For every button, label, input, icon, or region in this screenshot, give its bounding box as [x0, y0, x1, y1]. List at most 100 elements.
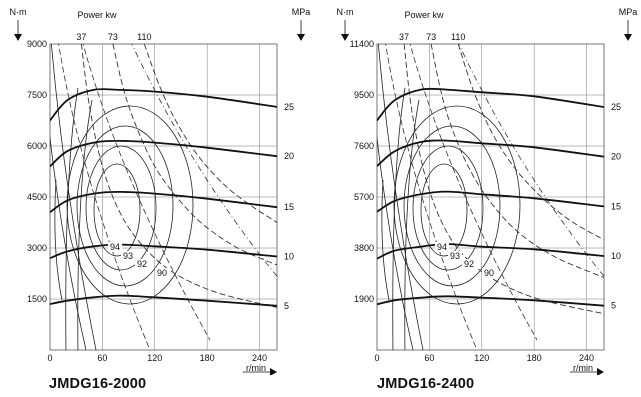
pressure-tick-label-20: 20	[284, 151, 294, 161]
efficiency-boundary-curve	[377, 134, 414, 350]
efficiency-label-bg	[135, 259, 149, 269]
efficiency-contour	[403, 125, 501, 287]
x-tick-label-60: 60	[424, 353, 434, 363]
plot-area	[377, 44, 604, 350]
power-tick-label-110: 110	[137, 32, 151, 42]
dashed-curve	[385, 44, 478, 350]
efficiency-boundary-curve	[65, 87, 79, 350]
y-tick-label-9500: 9500	[354, 90, 374, 100]
efficiency-contour	[412, 145, 484, 271]
efficiency-label-bg	[482, 268, 496, 278]
x-axis-arrow-head	[270, 368, 277, 375]
y-axis-label-left: N·m	[10, 7, 27, 17]
pressure-tick-label-25: 25	[284, 102, 294, 112]
efficiency-label-bg	[462, 259, 476, 269]
pressure-tick-label-10: 10	[284, 252, 294, 262]
efficiency-boundary-curve	[392, 87, 406, 350]
power-tick-label-73: 73	[108, 32, 118, 42]
pressure-tick-label-15: 15	[284, 202, 294, 212]
efficiency-boundary-curve	[50, 134, 87, 350]
x-tick-label-0: 0	[47, 353, 52, 363]
efficiency-label-92: 92	[137, 259, 147, 269]
efficiency-boundary-curve	[50, 44, 97, 350]
x-axis-arrow-head	[597, 368, 604, 375]
x-tick-label-120: 120	[147, 353, 162, 363]
efficiency-boundary-curve	[54, 179, 63, 301]
y-tick-label-7600: 7600	[354, 141, 374, 151]
y-tick-label-9000: 9000	[27, 39, 47, 49]
plot-area	[50, 44, 277, 350]
dashed-curve	[409, 44, 538, 341]
efficiency-label-bg	[108, 242, 122, 252]
power-curve-73	[430, 44, 604, 278]
power-curve-37	[403, 44, 604, 315]
y-tick-label-5700: 5700	[354, 192, 374, 202]
pressure-curve-15	[377, 190, 604, 213]
power-curve-73	[112, 44, 277, 266]
x-axis-label: r/min	[573, 363, 593, 373]
efficiency-label-bg	[121, 251, 135, 261]
x-tick-label-180: 180	[200, 353, 215, 363]
power-tick-label-37: 37	[76, 32, 86, 42]
x-tick-label-180: 180	[527, 353, 542, 363]
efficiency-boundary-curve	[404, 99, 420, 350]
pressure-tick-label-10: 10	[611, 251, 621, 261]
efficiency-label-94: 94	[437, 242, 447, 252]
pressure-tick-label-20: 20	[611, 152, 621, 162]
pressure-tick-label-5: 5	[284, 301, 289, 311]
x-tick-label-120: 120	[474, 353, 489, 363]
power-tick-label-37: 37	[399, 32, 409, 42]
x-tick-label-0: 0	[374, 353, 379, 363]
efficiency-label-bg	[435, 242, 449, 252]
efficiency-contour	[393, 105, 521, 305]
efficiency-contour	[66, 105, 194, 305]
x-tick-label-240: 240	[252, 353, 267, 363]
y-axis-label-right: MPa	[619, 7, 638, 17]
efficiency-label-93: 93	[123, 251, 133, 261]
efficiency-label-93: 93	[450, 251, 460, 261]
efficiency-boundary-curve	[381, 179, 390, 301]
power-axis-label: Power kw	[404, 10, 444, 20]
dashed-curve	[82, 44, 211, 341]
pressure-curve-20	[50, 139, 277, 168]
power-tick-label-73: 73	[426, 32, 436, 42]
y-tick-label-1900: 1900	[354, 294, 374, 304]
y-axis-arrow-left-head	[341, 34, 349, 41]
efficiency-label-bg	[448, 251, 462, 261]
y-axis-arrow-right-head	[297, 34, 305, 41]
y-tick-label-4500: 4500	[27, 192, 47, 202]
efficiency-boundary-curve	[377, 44, 424, 350]
efficiency-boundary-curve	[77, 99, 93, 350]
chart-title-jmdg16-2000: JMDG16-2000	[49, 376, 147, 392]
efficiency-label-90: 90	[484, 268, 494, 278]
y-tick-label-3000: 3000	[27, 243, 47, 253]
efficiency-label-94: 94	[110, 242, 120, 252]
power-tick-label-110: 110	[451, 32, 465, 42]
power-curve-110	[457, 44, 604, 241]
pressure-curve-25	[50, 88, 277, 122]
y-tick-label-1500: 1500	[27, 294, 47, 304]
pressure-curve-25	[377, 87, 604, 122]
efficiency-contour	[93, 163, 141, 257]
power-curve-110	[143, 44, 277, 223]
chart-title-jmdg16-2400: JMDG16-2400	[377, 376, 475, 392]
x-axis-label: r/min	[246, 363, 266, 373]
pressure-curve-5	[377, 295, 604, 307]
y-tick-label-6000: 6000	[27, 141, 47, 151]
y-axis-arrow-left-head	[14, 34, 22, 41]
x-tick-label-60: 60	[97, 353, 107, 363]
y-tick-label-7500: 7500	[27, 90, 47, 100]
y-tick-label-3800: 3800	[354, 243, 374, 253]
pressure-curve-20	[377, 139, 604, 167]
efficiency-label-90: 90	[157, 268, 167, 278]
efficiency-contour	[420, 163, 468, 257]
pressure-tick-label-5: 5	[611, 301, 616, 311]
pressure-tick-label-25: 25	[611, 102, 621, 112]
pressure-curve-15	[50, 190, 277, 214]
power-axis-label: Power kw	[77, 10, 117, 20]
y-tick-label-11400: 11400	[350, 39, 374, 49]
dashed-curve	[131, 44, 277, 277]
dashed-curve	[458, 44, 604, 277]
efficiency-label-bg	[155, 268, 169, 278]
pressure-curve-5	[50, 294, 277, 307]
